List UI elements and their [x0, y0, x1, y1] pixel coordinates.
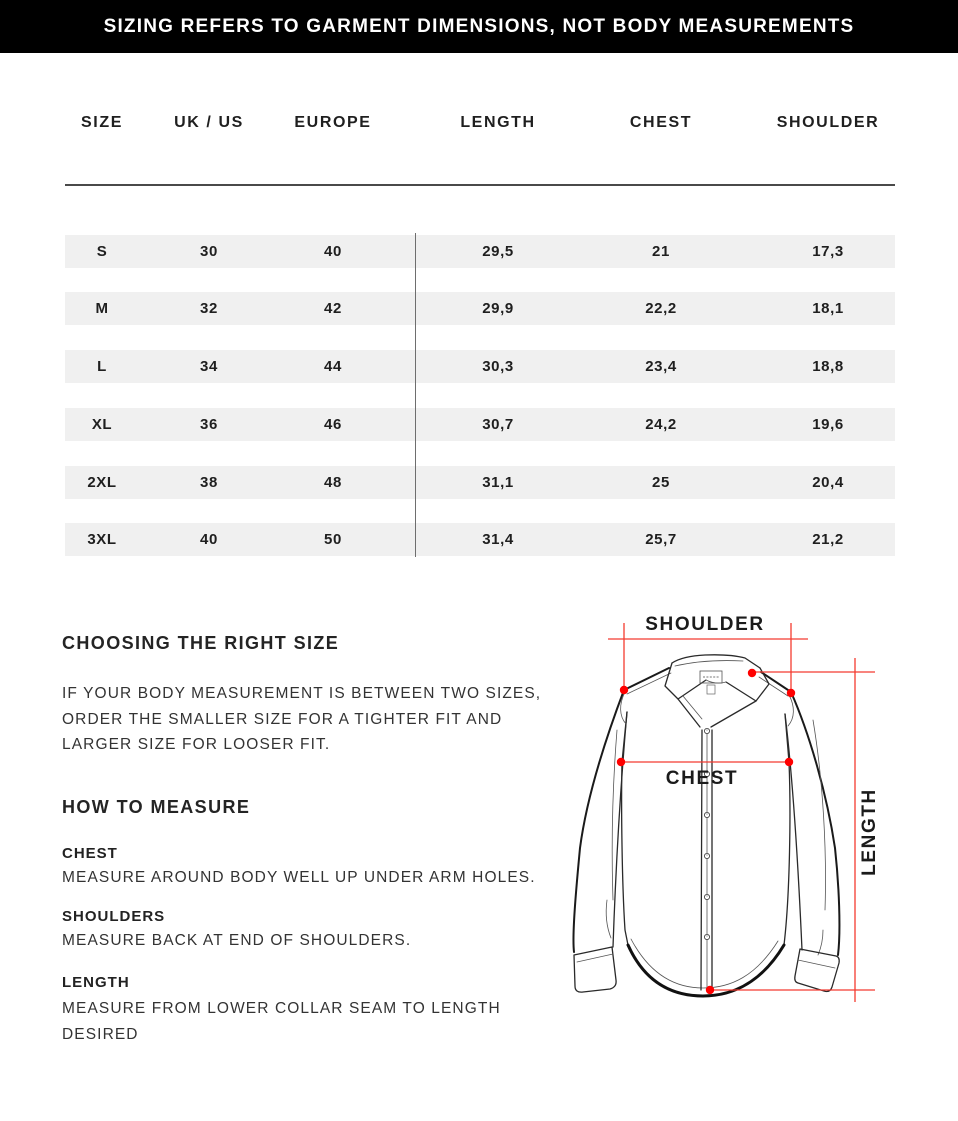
cell-size: S — [96, 243, 108, 260]
sizing-note-text: SIZING REFERS TO GARMENT DIMENSIONS, NOT… — [103, 15, 855, 37]
cell-uk-us: 40 — [200, 531, 218, 548]
diagram-shoulder-label: SHOULDER — [645, 614, 764, 635]
cell-size: M — [95, 300, 109, 317]
cell-europe: 42 — [324, 300, 342, 317]
cell-europe: 46 — [324, 416, 342, 433]
cell-uk-us: 30 — [200, 243, 218, 260]
brand-label-icon — [699, 670, 723, 684]
size-table-header: SIZE UK / US EUROPE LENGTH CHEST SHOULDE… — [65, 114, 895, 138]
cell-length: 29,9 — [482, 300, 514, 317]
diagram-chest-label: CHEST — [666, 768, 738, 789]
cell-shoulder: 18,1 — [812, 300, 844, 317]
cell-shoulder: 19,6 — [812, 416, 844, 433]
cell-europe: 40 — [324, 243, 342, 260]
chest-measure-line — [616, 757, 794, 767]
cell-uk-us: 38 — [200, 474, 218, 491]
how-to-measure-heading: HOW TO MEASURE — [62, 797, 251, 817]
cell-shoulder: 20,4 — [812, 474, 844, 491]
shirt-buttons-icon — [703, 727, 710, 940]
col-header-size: SIZE — [81, 114, 123, 131]
size-row-s: S 30 40 29,5 21 17,3 — [65, 235, 895, 268]
size-row-m: M 32 42 29,9 22,2 18,1 — [65, 292, 895, 325]
cell-size: 2XL — [87, 474, 117, 491]
cell-uk-us: 34 — [200, 358, 218, 375]
measure-length-text: DESIRED — [62, 1026, 139, 1043]
cell-length: 30,7 — [482, 416, 514, 433]
shirt-measurement-diagram: SHOULDER CHEST LENGTH — [555, 600, 955, 1021]
shirt-illustration-icon: SHOULDER CHEST LENGTH — [572, 614, 880, 1002]
size-row-3xl: 3XL 40 50 31,4 25,7 21,2 — [65, 523, 895, 556]
cell-size: 3XL — [87, 531, 117, 548]
col-header-length: LENGTH — [460, 114, 536, 131]
cell-europe: 44 — [324, 358, 342, 375]
cell-europe: 48 — [324, 474, 342, 491]
cell-size: XL — [91, 416, 113, 433]
cell-shoulder: 21,2 — [812, 531, 844, 548]
cell-shoulder: 18,8 — [812, 358, 844, 375]
measure-length-label: LENGTH — [62, 974, 130, 991]
cell-europe: 50 — [324, 531, 342, 548]
cell-chest: 22,2 — [645, 300, 677, 317]
choosing-size-text-line: LARGER SIZE FOR LOOSER FIT. — [62, 736, 331, 753]
cell-length: 30,3 — [482, 358, 514, 375]
measure-chest-text: MEASURE AROUND BODY WELL UP UNDER ARM HO… — [62, 869, 536, 886]
sizing-note-banner: SIZING REFERS TO GARMENT DIMENSIONS, NOT… — [0, 0, 958, 53]
header-rule — [65, 184, 895, 186]
cell-size: L — [97, 358, 107, 375]
cell-length: 29,5 — [482, 243, 514, 260]
col-header-shoulder: SHOULDER — [776, 114, 880, 131]
cell-length: 31,4 — [482, 531, 514, 548]
cell-chest: 21 — [652, 243, 670, 260]
cell-shoulder: 17,3 — [812, 243, 844, 260]
col-header-europe: EUROPE — [294, 114, 372, 131]
size-row-2xl: 2XL 38 48 31,1 25 20,4 — [65, 466, 895, 499]
size-row-l: L 34 44 30,3 23,4 18,8 — [65, 350, 895, 383]
measure-chest-label: CHEST — [62, 845, 118, 862]
choosing-size-heading: CHOOSING THE RIGHT SIZE — [62, 633, 340, 653]
col-header-uk-us: UK / US — [174, 114, 244, 131]
choosing-size-text-line: IF YOUR BODY MEASUREMENT IS BETWEEN TWO … — [62, 685, 542, 702]
cell-chest: 25 — [652, 474, 670, 491]
measure-length-text: MEASURE FROM LOWER COLLAR SEAM TO LENGTH — [62, 1000, 501, 1017]
length-measure-line — [705, 658, 875, 1002]
cell-chest: 25,7 — [645, 531, 677, 548]
choosing-size-text-line: ORDER THE SMALLER SIZE FOR A TIGHTER FIT… — [62, 711, 503, 728]
measure-shoulders-label: SHOULDERS — [62, 908, 166, 925]
col-header-chest: CHEST — [629, 114, 693, 131]
table-column-divider — [415, 233, 416, 557]
cell-chest: 24,2 — [645, 416, 677, 433]
diagram-length-label: LENGTH — [859, 788, 880, 876]
shoulder-measure-line — [608, 623, 808, 698]
cell-uk-us: 36 — [200, 416, 218, 433]
cell-length: 31,1 — [482, 474, 514, 491]
measure-shoulders-text: MEASURE BACK AT END OF SHOULDERS. — [62, 932, 412, 949]
cell-uk-us: 32 — [200, 300, 218, 317]
cell-chest: 23,4 — [645, 358, 677, 375]
size-row-xl: XL 36 46 30,7 24,2 19,6 — [65, 408, 895, 441]
